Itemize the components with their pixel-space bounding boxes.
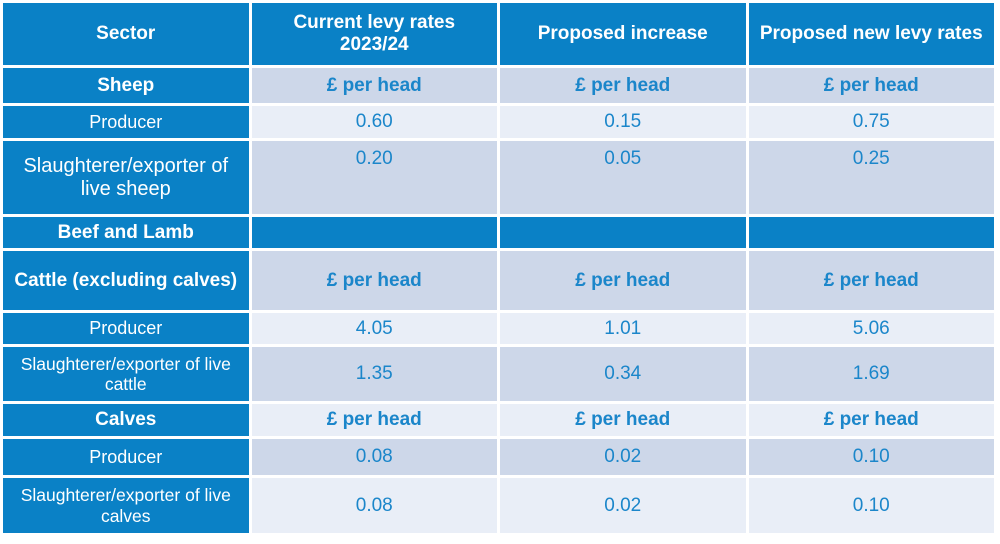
sector-cell-calves-slaughterer: Slaughterer/exporter of live calves [3,478,249,533]
value-cell: 0.08 [251,478,497,533]
table-row: Calves £ per head £ per head £ per head [3,404,994,436]
value-cell: 0.10 [748,439,994,475]
value-cell: 0.75 [748,106,994,138]
table-row: Beef and Lamb [3,217,994,248]
unit-cell: £ per head [748,251,994,310]
sector-cell-calves: Calves [3,404,249,436]
value-cell: 0.60 [251,106,497,138]
table-row: Producer 0.08 0.02 0.10 [3,439,994,475]
value-cell: 1.69 [748,347,994,401]
column-header-proposed-increase: Proposed increase [500,3,746,65]
table-header-row: Sector Current levy rates 2023/24 Propos… [3,3,994,65]
empty-cell [748,217,994,248]
unit-cell: £ per head [748,68,994,103]
empty-cell [251,217,497,248]
sector-cell-cattle-producer: Producer [3,313,249,344]
column-header-current-levy: Current levy rates 2023/24 [251,3,497,65]
value-cell: 0.15 [500,106,746,138]
value-cell: 0.02 [500,478,746,533]
unit-cell: £ per head [500,251,746,310]
sector-cell-sheep: Sheep [3,68,249,103]
value-cell: 0.34 [500,347,746,401]
table-row: Slaughterer/exporter of live cattle 1.35… [3,347,994,401]
value-cell: 0.25 [748,141,994,214]
unit-cell: £ per head [748,404,994,436]
value-cell: 4.05 [251,313,497,344]
column-header-sector: Sector [3,3,249,65]
sector-cell-cattle-slaughterer: Slaughterer/exporter of live cattle [3,347,249,401]
table-row: Producer 4.05 1.01 5.06 [3,313,994,344]
value-cell: 1.35 [251,347,497,401]
value-cell: 0.20 [251,141,497,214]
table-row: Sheep £ per head £ per head £ per head [3,68,994,103]
table-row: Cattle (excluding calves) £ per head £ p… [3,251,994,310]
value-cell: 5.06 [748,313,994,344]
unit-cell: £ per head [251,251,497,310]
table-row: Producer 0.60 0.15 0.75 [3,106,994,138]
table-row: Slaughterer/exporter of live calves 0.08… [3,478,994,533]
unit-cell: £ per head [251,68,497,103]
empty-cell [500,217,746,248]
sector-cell-calves-producer: Producer [3,439,249,475]
unit-cell: £ per head [500,404,746,436]
value-cell: 0.08 [251,439,497,475]
unit-cell: £ per head [251,404,497,436]
value-cell: 0.10 [748,478,994,533]
value-cell: 1.01 [500,313,746,344]
value-cell: 0.05 [500,141,746,214]
table-row: Slaughterer/exporter of live sheep 0.20 … [3,141,994,214]
sector-cell-beef-and-lamb: Beef and Lamb [3,217,249,248]
column-header-proposed-new-levy: Proposed new levy rates [748,3,994,65]
sector-cell-cattle: Cattle (excluding calves) [3,251,249,310]
sector-cell-sheep-slaughterer: Slaughterer/exporter of live sheep [3,141,249,214]
unit-cell: £ per head [500,68,746,103]
value-cell: 0.02 [500,439,746,475]
sector-cell-sheep-producer: Producer [3,106,249,138]
